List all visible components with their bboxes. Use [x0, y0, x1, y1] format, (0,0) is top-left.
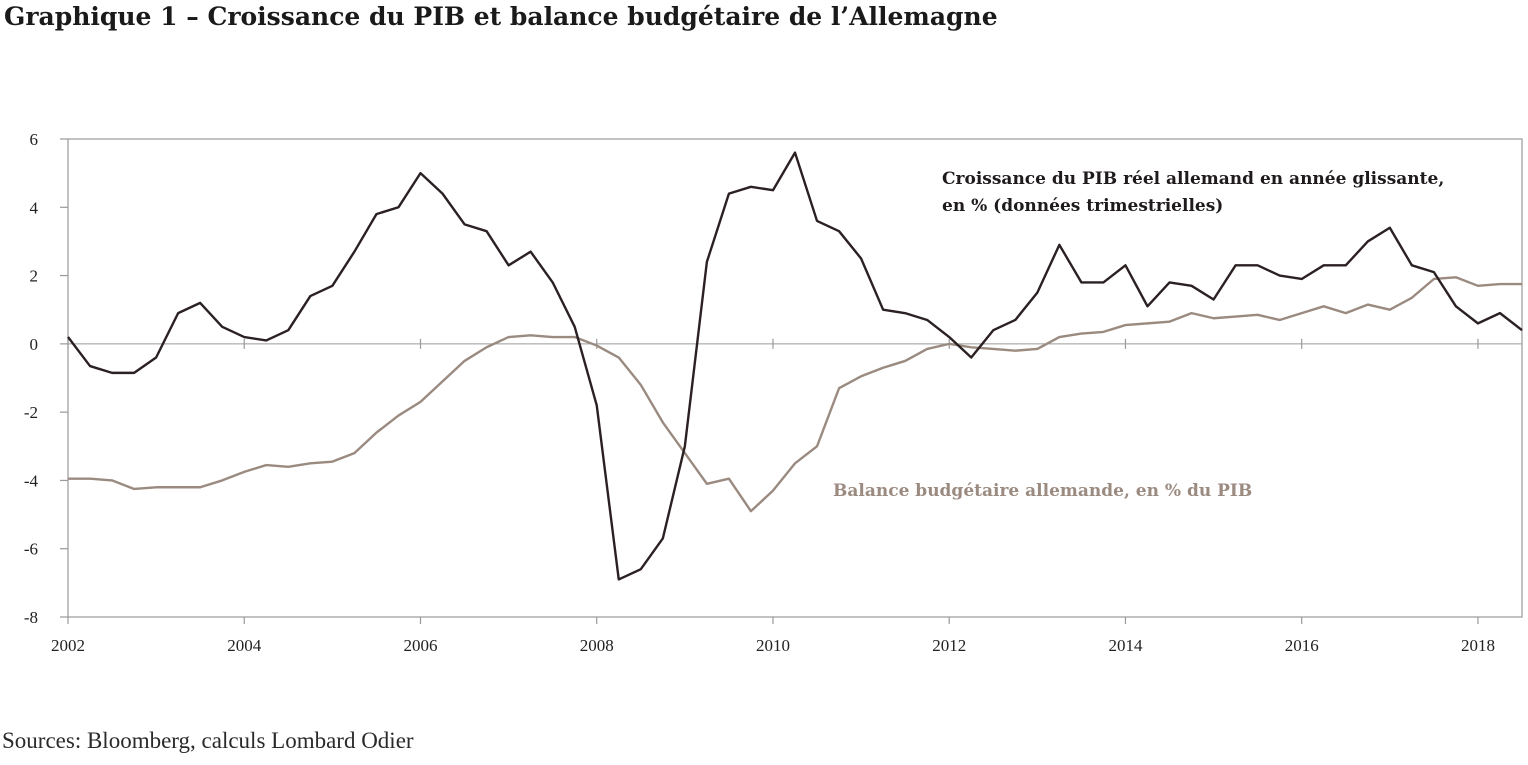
x-tick-label: 2012	[932, 636, 966, 655]
y-tick-label: -2	[24, 403, 38, 422]
source-note: Sources: Bloomberg, calculs Lombard Odie…	[2, 728, 414, 753]
y-tick-label: -8	[24, 608, 38, 627]
plot-frame	[67, 138, 1523, 618]
series-labels: Croissance du PIB réel allemand en année…	[833, 169, 1444, 501]
x-axis: 2002 2004 2006 2008 2010 2012 2014 2016 2018	[51, 338, 1495, 655]
x-tick-label: 2018	[1461, 636, 1495, 655]
gdp-growth-label-line: en % (données trimestrielles)	[942, 196, 1223, 216]
y-axis: 6 4 2 0 -2 -4 -6 -8	[24, 130, 68, 627]
x-tick-label: 2016	[1285, 636, 1319, 655]
y-tick-label: -4	[24, 471, 39, 490]
x-tick-label: 2014	[1108, 636, 1143, 655]
x-tick-label: 2008	[580, 636, 614, 655]
line-chart: 6 4 2 0 -2 -4 -6 -8 2002 2004 2006 2008 2010 2012 201…	[24, 130, 1523, 655]
x-tick-label: 2002	[51, 636, 85, 655]
y-tick-label: 6	[30, 130, 39, 149]
budget-balance-line	[68, 276, 1522, 513]
series-layer	[67, 151, 1523, 581]
x-tick-label: 2004	[227, 636, 262, 655]
gdp-growth-line	[67, 151, 1523, 581]
gdp-growth-label-line: Croissance du PIB réel allemand en année…	[942, 169, 1444, 189]
chart-title: Graphique 1 – Croissance du PIB et balan…	[4, 2, 998, 31]
y-tick-label: 0	[30, 335, 39, 354]
y-tick-label: -6	[24, 540, 38, 559]
x-tick-label: 2006	[403, 636, 437, 655]
y-tick-label: 2	[30, 267, 39, 286]
y-tick-label: 4	[30, 198, 39, 217]
x-tick-label: 2010	[756, 636, 790, 655]
budget-balance-label-line: Balance budgétaire allemande, en % du PI…	[833, 481, 1252, 501]
